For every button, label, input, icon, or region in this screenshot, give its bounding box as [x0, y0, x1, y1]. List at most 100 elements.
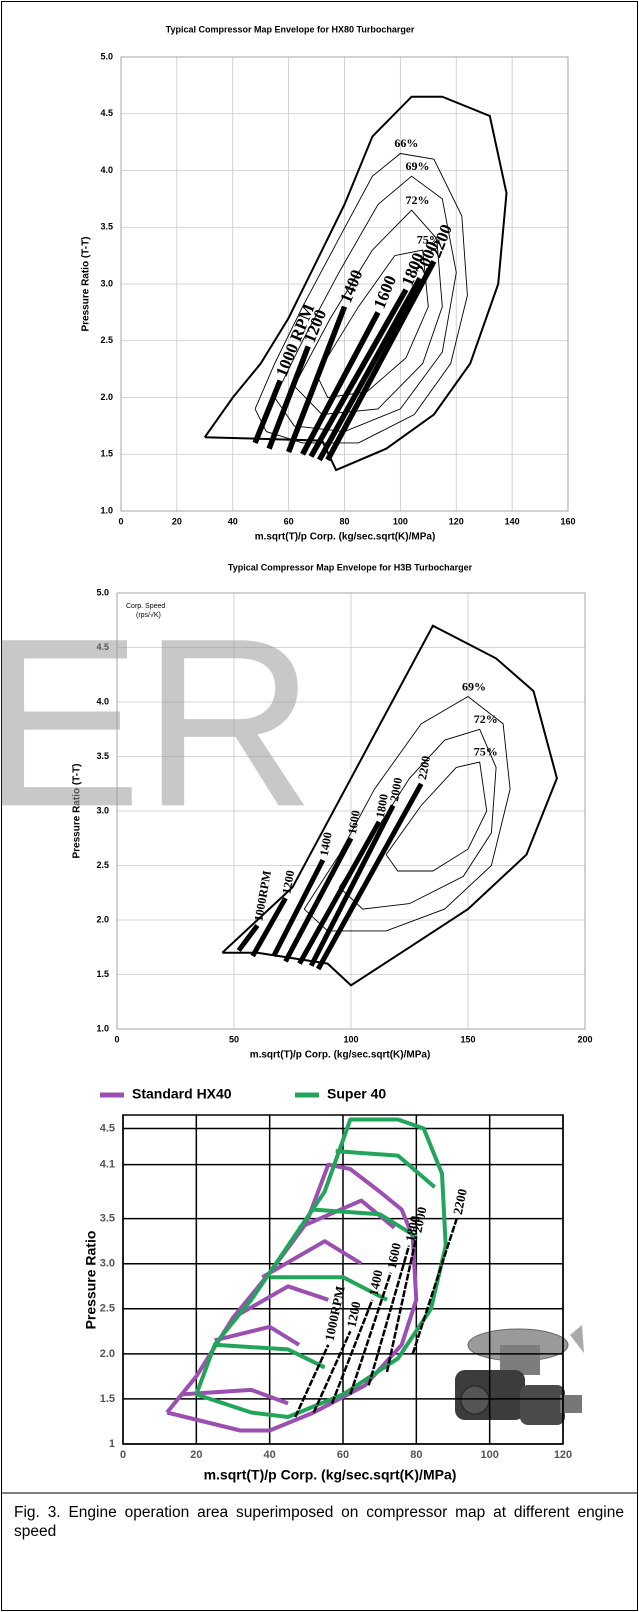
- speed-line: [252, 379, 283, 444]
- x-tick-label: 0: [120, 1449, 126, 1461]
- speed-line: [316, 276, 423, 462]
- chart: Typical Compressor Map Envelope for HX80…: [81, 24, 576, 542]
- efficiency-label: 75%: [417, 233, 441, 247]
- annotation: (rps/√K): [136, 611, 161, 619]
- y-tick-label: 1.5: [96, 969, 109, 979]
- speed-line: [411, 1218, 458, 1355]
- x-tick-label: 100: [480, 1449, 498, 1461]
- speed-line: [283, 837, 354, 963]
- y-tick-label: 4.5: [100, 108, 113, 118]
- y-tick-label: 2.0: [100, 1348, 115, 1360]
- y-tick-label: 4.5: [96, 642, 109, 652]
- speed-line: [312, 1330, 352, 1414]
- y-tick-label: 2.5: [100, 335, 113, 345]
- efficiency-contour: [316, 249, 429, 398]
- y-tick-label: 1.0: [96, 1023, 109, 1033]
- speed-line: [308, 804, 396, 967]
- watermark: ER: [0, 588, 315, 856]
- speed-line: [271, 858, 326, 958]
- speed-label: 1600: [345, 809, 363, 835]
- speed-line: [385, 1236, 418, 1373]
- y-tick-label: 3.0: [96, 805, 109, 815]
- x-tick-label: 80: [410, 1449, 422, 1461]
- x-tick-label: 150: [460, 1034, 475, 1044]
- speed-line: [236, 924, 260, 952]
- chart-title: Typical Compressor Map Envelope for HX80…: [166, 24, 415, 34]
- efficiency-label: 75%: [474, 745, 498, 759]
- y-tick-label: 3.5: [100, 222, 113, 232]
- chart: Typical Compressor Map Envelope for H3B …: [72, 562, 593, 1060]
- series-line: [194, 1117, 448, 1419]
- y-axis-label: Pressure Ratio: [83, 1231, 99, 1330]
- series-line: [165, 1162, 419, 1433]
- legend-label: Super 40: [327, 1086, 386, 1102]
- speed-line: [250, 896, 288, 958]
- speed-line: [297, 820, 382, 965]
- y-tick-label: 2.0: [96, 914, 109, 924]
- chart: 0 20 40 60 80 100 120 1 1.5 2.0 2.5 3.0 3.5 4.1 4.5 m.s…: [83, 1086, 572, 1483]
- speed-label: 2000: [387, 776, 405, 802]
- efficiency-label: 69%: [462, 679, 486, 693]
- speed-label: 1600: [384, 1241, 404, 1270]
- y-tick-label: 5.0: [100, 51, 113, 61]
- x-tick-label: 140: [505, 516, 520, 526]
- speed-line: [316, 782, 424, 971]
- efficiency-contour: [338, 728, 497, 910]
- y-axis-label: Pressure Ratio (T-T): [72, 763, 83, 858]
- speed-label: 1800: [373, 793, 391, 819]
- speed-line: [286, 305, 348, 453]
- efficiency-contour: [303, 695, 511, 932]
- x-tick-label: 200: [577, 1034, 592, 1044]
- x-tick-label: 50: [229, 1034, 239, 1044]
- speed-label: 1200: [279, 869, 297, 895]
- chart-title: Typical Compressor Map Envelope for H3B …: [228, 562, 473, 572]
- plot-frame: [120, 56, 569, 512]
- x-tick-label: 60: [284, 516, 294, 526]
- efficiency-contour: [293, 209, 443, 415]
- x-tick-label: 20: [172, 516, 182, 526]
- y-tick-label: 3.5: [100, 1213, 115, 1225]
- speed-line: [308, 288, 409, 458]
- speed-label: 1000RPM: [322, 1285, 348, 1343]
- y-tick-label: 4.1: [100, 1158, 115, 1170]
- x-tick-label: 40: [228, 516, 238, 526]
- speed-label: 1400: [317, 831, 335, 857]
- y-tick-label: 2.5: [100, 1303, 115, 1315]
- speed-label: 1800: [402, 1214, 422, 1243]
- speed-label: 1200: [344, 1300, 364, 1329]
- speed-line: [367, 1245, 411, 1386]
- efficiency-label: 69%: [406, 159, 430, 173]
- efficiency-label: 72%: [474, 712, 498, 726]
- y-tick-label: 2.0: [100, 392, 113, 402]
- x-axis-label: m.sqrt(T)/p Corp. (kg/sec.sqrt(K)/MPa): [255, 532, 436, 543]
- x-tick-label: 160: [560, 516, 575, 526]
- speed-line: [266, 345, 311, 450]
- speed-label: 2200: [450, 1187, 470, 1216]
- speed-line: [300, 311, 381, 456]
- y-tick-label: 4.5: [100, 1122, 115, 1134]
- y-tick-label: 4.0: [96, 696, 109, 706]
- x-tick-label: 60: [337, 1449, 349, 1461]
- speed-line: [294, 1344, 330, 1418]
- speed-line: [330, 1299, 374, 1404]
- efficiency-label: 66%: [394, 136, 418, 150]
- speed-line: [325, 260, 437, 462]
- envelope-line: [203, 95, 508, 472]
- y-tick-label: 3.0: [100, 278, 113, 288]
- speed-label: 1000RPM: [251, 869, 274, 922]
- x-tick-label: 40: [264, 1449, 276, 1461]
- x-tick-label: 100: [393, 516, 408, 526]
- speed-label: 2200: [415, 755, 433, 781]
- legend-label: Standard HX40: [132, 1086, 232, 1102]
- x-axis-label: m.sqrt(T)/p Corp. (kg/sec.sqrt(K)/MPa): [204, 1467, 457, 1483]
- x-tick-label: 120: [554, 1449, 572, 1461]
- speed-label: 2000: [410, 1205, 430, 1234]
- x-tick-label: 80: [339, 516, 349, 526]
- y-axis-label: Pressure Ratio (T-T): [81, 236, 92, 331]
- y-tick-label: 4.0: [100, 165, 113, 175]
- x-axis-label: m.sqrt(T)/p Corp. (kg/sec.sqrt(K)/MPa): [250, 1050, 431, 1061]
- plot-frame: [116, 592, 586, 1030]
